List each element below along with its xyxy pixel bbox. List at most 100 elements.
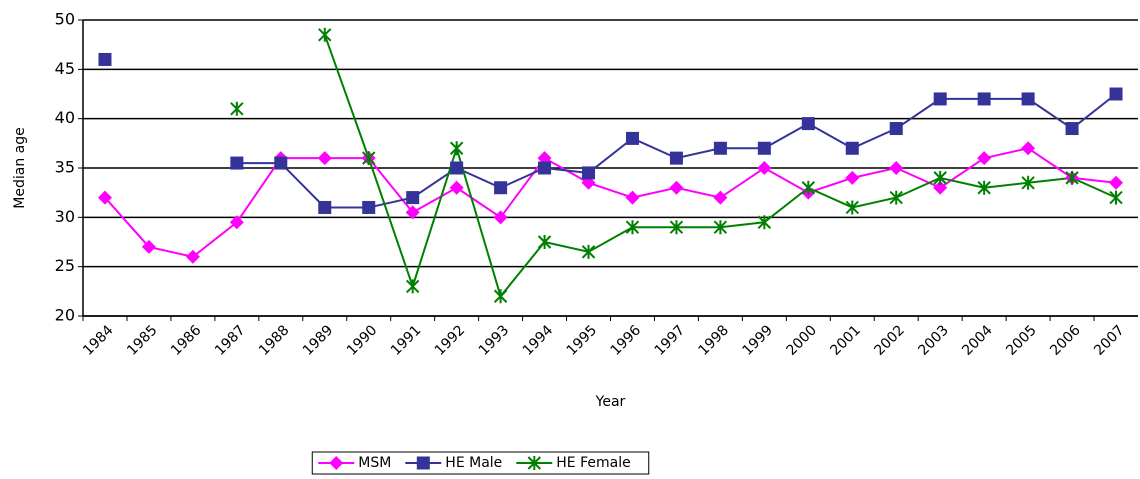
x-tick-label: 1999 [739, 322, 776, 359]
marker [97, 190, 112, 205]
marker [1065, 170, 1079, 185]
marker [317, 151, 332, 166]
x-tick-label: 2002 [871, 322, 908, 359]
x-tick-label: 2006 [1047, 322, 1084, 359]
x-tick-label: 1989 [300, 322, 337, 359]
marker [669, 151, 683, 165]
marker [362, 200, 376, 214]
marker [845, 200, 859, 215]
marker [1021, 92, 1035, 106]
marker [713, 220, 728, 235]
marker [274, 156, 288, 170]
marker [582, 166, 596, 180]
marker [845, 141, 859, 155]
legend-label: MSM [358, 455, 391, 471]
marker [538, 161, 552, 175]
marker [141, 239, 156, 254]
x-tick-label: 1986 [168, 322, 205, 359]
x-tick-label: 1991 [388, 322, 425, 359]
x-tick-label: 1987 [212, 322, 249, 359]
marker [757, 161, 772, 175]
marker [318, 27, 332, 42]
marker [889, 190, 903, 205]
marker [933, 170, 947, 185]
x-tick-label: 1988 [256, 322, 293, 359]
marker [933, 180, 948, 195]
x-tick-label: 2000 [783, 322, 820, 359]
marker [493, 210, 508, 225]
marker [713, 141, 727, 155]
marker [493, 289, 508, 304]
marker [318, 200, 332, 214]
marker [933, 92, 947, 106]
marker [669, 220, 684, 235]
marker [537, 235, 552, 249]
x-tick-label: 2003 [915, 322, 952, 359]
marker [845, 170, 860, 185]
x-tick-label: 2005 [1003, 322, 1040, 359]
legend-box [311, 451, 650, 475]
x-axis-title: Year [595, 394, 626, 410]
x-tick-label: 1990 [344, 322, 381, 359]
y-axis-title: Median age [12, 127, 28, 208]
x-tick-label: 1996 [608, 322, 645, 359]
series-line [104, 147, 1117, 258]
legend-label: HE Male [445, 455, 502, 471]
marker [1021, 175, 1035, 190]
marker [581, 244, 596, 259]
x-tick-label: 2004 [959, 322, 996, 359]
marker [977, 180, 991, 195]
y-tick-label: 20 [55, 306, 75, 325]
marker [801, 117, 815, 131]
marker [625, 220, 640, 235]
x-tick-label: 1985 [124, 322, 161, 359]
marker [1021, 141, 1036, 156]
legend-label: HE Female [556, 455, 630, 471]
y-tick-label: 25 [55, 256, 75, 275]
marker [185, 249, 200, 264]
y-tick-label: 50 [55, 10, 75, 29]
marker [889, 122, 903, 136]
marker [229, 215, 244, 230]
x-tick-label: 1992 [432, 322, 469, 359]
marker [1109, 175, 1124, 190]
marker [405, 279, 420, 294]
marker [1109, 190, 1123, 205]
marker [977, 92, 991, 106]
x-tick-label: 1993 [476, 322, 513, 359]
marker [405, 205, 420, 220]
marker [450, 161, 464, 175]
marker [757, 215, 772, 230]
marker [801, 180, 816, 195]
y-tick-label: 35 [55, 158, 75, 177]
marker [713, 190, 728, 205]
x-tick-label: 1994 [520, 322, 557, 359]
marker [1109, 87, 1123, 101]
series-line [323, 34, 1117, 299]
x-tick-label: 1997 [652, 322, 689, 359]
legend: MSM HE Male HE Female [311, 451, 650, 475]
x-tick-label: 2001 [827, 322, 864, 359]
x-tick-label: 1984 [80, 322, 117, 359]
x-tick-label: 2007 [1091, 322, 1128, 359]
y-tick-label: 30 [55, 207, 75, 226]
legend-marker [329, 456, 344, 470]
legend-marker [416, 456, 430, 470]
marker [449, 141, 464, 156]
marker [669, 180, 684, 195]
marker [362, 151, 376, 166]
marker [230, 101, 244, 116]
y-tick-label: 40 [55, 108, 75, 127]
marker [889, 161, 904, 175]
marker [494, 181, 508, 195]
marker [1065, 122, 1079, 136]
x-tick-label: 1995 [564, 322, 601, 359]
marker [977, 151, 992, 166]
legend-marker [527, 456, 541, 470]
marker [757, 141, 771, 155]
marker [625, 190, 640, 205]
marker [230, 156, 244, 170]
x-tick-label: 1998 [696, 322, 733, 359]
marker [406, 191, 420, 205]
